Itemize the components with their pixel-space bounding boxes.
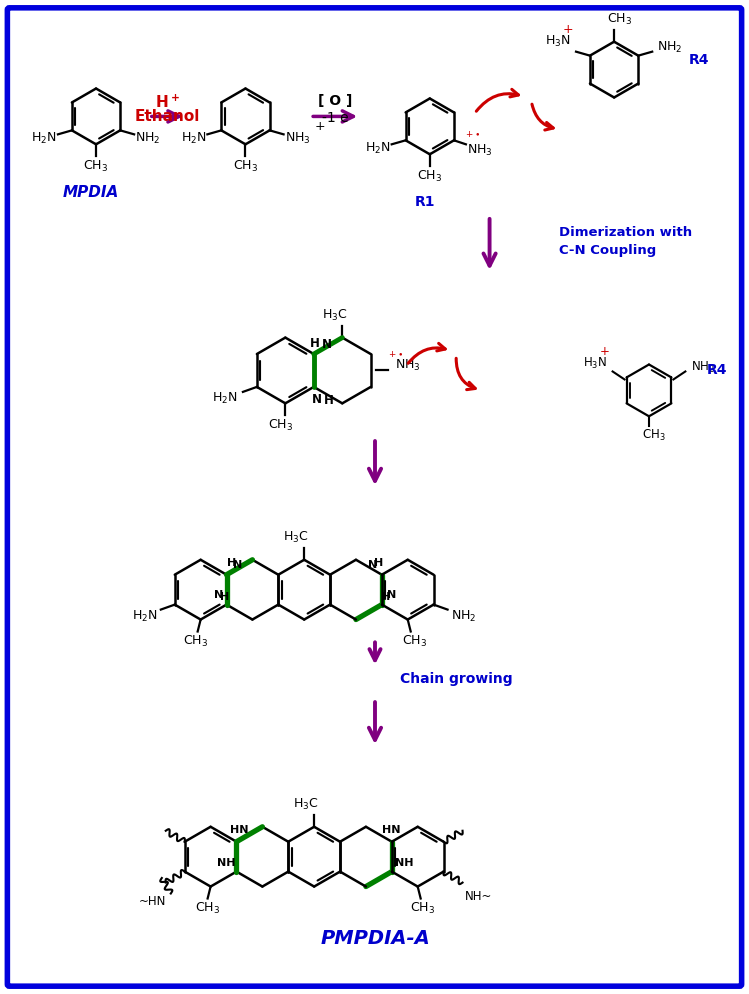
Text: $\mathregular{CH_3}$: $\mathregular{CH_3}$: [607, 12, 631, 27]
Text: $\mathregular{CH_3}$: $\mathregular{CH_3}$: [410, 901, 435, 916]
Text: Ethanol: Ethanol: [135, 109, 201, 124]
Text: $\mathregular{CH_3}$: $\mathregular{CH_3}$: [83, 159, 109, 174]
Text: $\mathregular{H_3N}$: $\mathregular{H_3N}$: [583, 356, 607, 371]
Text: $\mathregular{NH_2}$: $\mathregular{NH_2}$: [691, 360, 715, 375]
Text: Dimerization with: Dimerization with: [560, 227, 692, 240]
Text: +: +: [314, 120, 325, 133]
Text: $\mathregular{H_2N}$: $\mathregular{H_2N}$: [181, 131, 206, 146]
Text: $\mathregular{NH_3}$: $\mathregular{NH_3}$: [467, 143, 493, 158]
Text: $\mathregular{H_2N}$: $\mathregular{H_2N}$: [212, 392, 237, 407]
Text: $\mathregular{CH_3}$: $\mathregular{CH_3}$: [402, 634, 427, 649]
Text: $\mathregular{H_2N}$: $\mathregular{H_2N}$: [365, 141, 390, 156]
Text: $\mathregular{H_2N}$: $\mathregular{H_2N}$: [31, 131, 57, 146]
Text: [ O ]: [ O ]: [318, 94, 352, 108]
Text: H: H: [324, 394, 334, 407]
Text: H: H: [374, 559, 383, 569]
Text: H: H: [310, 337, 320, 350]
Text: $\mathregular{CH_3}$: $\mathregular{CH_3}$: [195, 901, 220, 916]
Text: N: N: [387, 589, 396, 599]
Text: $\mathregular{CH_3}$: $\mathregular{CH_3}$: [268, 417, 293, 432]
Text: HN: HN: [381, 825, 400, 835]
Text: R4: R4: [706, 364, 727, 378]
Text: ~HN: ~HN: [139, 895, 166, 908]
Text: C-N Coupling: C-N Coupling: [560, 245, 657, 257]
Text: HN: HN: [230, 825, 249, 835]
Text: $\mathregular{CH_3}$: $\mathregular{CH_3}$: [642, 427, 666, 442]
Text: $\mathregular{H^+}$: $\mathregular{H^+}$: [155, 93, 181, 111]
Text: MPDIA: MPDIA: [63, 185, 119, 200]
Text: $\mathregular{H_3C}$: $\mathregular{H_3C}$: [294, 797, 319, 812]
Text: $\mathregular{NH_2}$: $\mathregular{NH_2}$: [658, 40, 683, 56]
Text: $\mathregular{H_3C}$: $\mathregular{H_3C}$: [283, 530, 309, 546]
Text: R4: R4: [688, 53, 709, 67]
Text: $\mathregular{CH_3}$: $\mathregular{CH_3}$: [183, 634, 208, 649]
Text: $^{+\bullet}$: $^{+\bullet}$: [465, 131, 480, 144]
Text: R1: R1: [414, 195, 435, 209]
Text: NH: NH: [217, 858, 236, 868]
Text: +: +: [600, 345, 610, 358]
Text: +: +: [562, 23, 573, 36]
Text: $\mathregular{CH_3}$: $\mathregular{CH_3}$: [417, 169, 443, 184]
Text: N: N: [369, 561, 377, 571]
Text: $^{+\bullet}$: $^{+\bullet}$: [388, 350, 403, 363]
Text: Chain growing: Chain growing: [400, 672, 512, 686]
Text: N: N: [214, 589, 223, 599]
Text: N: N: [322, 338, 332, 351]
Text: N: N: [312, 393, 322, 406]
Text: H: H: [381, 591, 390, 601]
Text: $\mathregular{H_3C}$: $\mathregular{H_3C}$: [321, 308, 347, 323]
Text: $\mathregular{NH_2}$: $\mathregular{NH_2}$: [451, 609, 476, 624]
Text: $\mathregular{CH_3}$: $\mathregular{CH_3}$: [233, 159, 258, 174]
Text: $\mathregular{H_2N}$: $\mathregular{H_2N}$: [132, 609, 157, 624]
Text: NH~: NH~: [464, 890, 492, 903]
Text: H: H: [227, 559, 236, 569]
Text: N: N: [233, 561, 242, 571]
Text: NH: NH: [395, 858, 413, 868]
Text: PMPDIA-A: PMPDIA-A: [320, 928, 430, 948]
Text: $\mathregular{NH_2}$: $\mathregular{NH_2}$: [136, 131, 161, 146]
FancyBboxPatch shape: [7, 8, 742, 986]
Text: H: H: [220, 591, 229, 601]
Text: -1 e: -1 e: [322, 111, 348, 125]
Text: $\mathregular{NH_3}$: $\mathregular{NH_3}$: [285, 131, 310, 146]
Text: $\mathregular{H_3N}$: $\mathregular{H_3N}$: [545, 34, 571, 50]
Text: $\mathregular{NH_3}$: $\mathregular{NH_3}$: [395, 358, 420, 373]
